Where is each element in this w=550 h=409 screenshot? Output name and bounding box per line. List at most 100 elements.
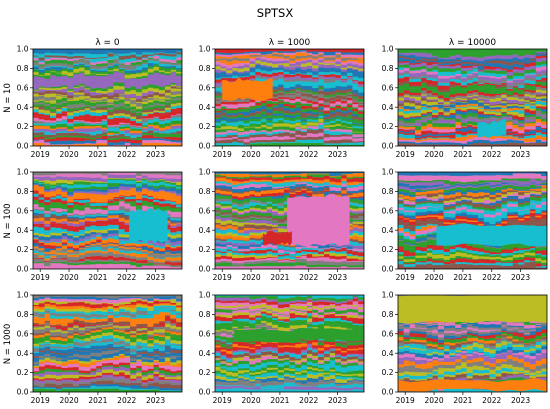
dominant-asset-area xyxy=(477,119,507,139)
x-tick-label: 2021 xyxy=(453,273,472,282)
dominant-asset-area xyxy=(398,377,547,392)
axes-frame xyxy=(214,294,365,393)
x-tick-label: 2020 xyxy=(425,396,444,405)
x-tick-label: 2020 xyxy=(60,273,79,282)
y-tick-label: 0.6 xyxy=(199,329,211,338)
axes-frame xyxy=(397,171,548,270)
x-tick-label: 2020 xyxy=(242,396,261,405)
y-tick-label: 1.0 xyxy=(199,168,211,177)
x-tick-label: 2023 xyxy=(328,273,347,282)
y-tick-label: 0.8 xyxy=(382,187,394,196)
y-tick-label: 0.2 xyxy=(199,368,211,377)
x-tick-label: 2020 xyxy=(242,150,261,159)
x-tick-label: 2022 xyxy=(299,396,318,405)
x-tick-label: 2022 xyxy=(117,150,136,159)
x-tick-label: 2023 xyxy=(146,150,165,159)
asset-band xyxy=(398,49,547,53)
y-tick-label: 0.4 xyxy=(382,103,394,112)
x-tick-label: 2022 xyxy=(117,273,136,282)
axes-frame xyxy=(397,294,548,393)
x-tick-label: 2021 xyxy=(270,150,289,159)
x-tick-label: 2023 xyxy=(511,273,530,282)
row-label-2: N = 100 xyxy=(3,203,13,238)
stacked-areas xyxy=(398,172,547,269)
panel-2-2: 0.0 0.2 0.4 0.6 0.8 1.0 2019 2020 2021 2022 2023 xyxy=(199,168,365,282)
column-title-3: λ = 10000 xyxy=(449,38,496,48)
panel-3-3: 0.0 0.2 0.4 0.6 0.8 1.0 2019 2020 2021 2022 2023 xyxy=(382,291,548,405)
stacked-areas xyxy=(398,295,547,392)
stacked-areas xyxy=(215,172,364,269)
x-tick-label: 2022 xyxy=(299,273,318,282)
y-tick-label: 0.2 xyxy=(382,122,394,131)
y-tick-label: 0.8 xyxy=(199,310,211,319)
y-tick-label: 1.0 xyxy=(199,291,211,300)
stacked-areas xyxy=(398,49,547,146)
axes-frame xyxy=(32,48,183,147)
y-tick-label: 0.0 xyxy=(199,265,211,274)
x-tick-label: 2023 xyxy=(146,273,165,282)
axes-frame xyxy=(397,48,548,147)
x-tick-label: 2020 xyxy=(60,150,79,159)
x-tick-label: 2019 xyxy=(213,150,232,159)
y-tick-label: 0.6 xyxy=(17,83,29,92)
x-tick-label: 2019 xyxy=(396,273,415,282)
x-tick-label: 2021 xyxy=(88,150,107,159)
dominant-asset-area xyxy=(398,295,547,324)
panel-1-3: 0.0 0.2 0.4 0.6 0.8 1.0 2019 2020 2021 2022 2023 xyxy=(382,45,548,159)
dominant-asset-area xyxy=(234,327,364,343)
dominant-asset-area xyxy=(222,77,273,102)
x-tick-label: 2021 xyxy=(88,396,107,405)
x-tick-label: 2021 xyxy=(453,150,472,159)
y-tick-label: 0.6 xyxy=(17,329,29,338)
y-tick-label: 0.2 xyxy=(17,245,29,254)
panel-1-2: 0.0 0.2 0.4 0.6 0.8 1.0 2019 2020 2021 2022 2023 xyxy=(199,45,365,159)
x-tick-label: 2019 xyxy=(213,273,232,282)
y-tick-label: 0.0 xyxy=(17,388,29,397)
y-tick-label: 0.4 xyxy=(17,349,29,358)
y-tick-label: 0.4 xyxy=(17,226,29,235)
x-tick-label: 2019 xyxy=(31,396,50,405)
x-tick-label: 2023 xyxy=(146,396,165,405)
y-tick-label: 0.4 xyxy=(199,103,211,112)
y-tick-label: 0.8 xyxy=(199,64,211,73)
y-tick-label: 0.0 xyxy=(17,265,29,274)
x-tick-label: 2019 xyxy=(213,396,232,405)
y-tick-label: 0.8 xyxy=(17,64,29,73)
x-tick-label: 2020 xyxy=(425,273,444,282)
y-tick-label: 0.4 xyxy=(382,226,394,235)
y-tick-label: 0.0 xyxy=(382,388,394,397)
asset-band xyxy=(33,172,182,176)
stacked-areas xyxy=(215,295,364,392)
y-tick-label: 0.2 xyxy=(199,245,211,254)
x-tick-label: 2022 xyxy=(482,273,501,282)
y-tick-label: 0.8 xyxy=(382,64,394,73)
y-tick-label: 0.6 xyxy=(17,206,29,215)
row-label-1: N = 10 xyxy=(3,83,13,113)
axes-frame xyxy=(32,294,183,393)
y-tick-label: 0.0 xyxy=(199,142,211,151)
axes-frame xyxy=(214,171,365,270)
x-tick-label: 2019 xyxy=(31,273,50,282)
panel-2-1: 0.0 0.2 0.4 0.6 0.8 1.0 2019 2020 2021 2022 2023 xyxy=(17,168,183,282)
y-tick-label: 0.0 xyxy=(199,388,211,397)
y-tick-label: 0.8 xyxy=(382,310,394,319)
y-tick-label: 1.0 xyxy=(382,291,394,300)
y-tick-label: 0.0 xyxy=(382,142,394,151)
y-tick-label: 0.6 xyxy=(199,83,211,92)
y-tick-label: 0.0 xyxy=(17,142,29,151)
panel-2-3: 0.0 0.2 0.4 0.6 0.8 1.0 2019 2020 2021 2022 2023 xyxy=(382,168,548,282)
x-tick-label: 2021 xyxy=(88,273,107,282)
y-tick-label: 0.4 xyxy=(199,226,211,235)
y-tick-label: 0.2 xyxy=(382,245,394,254)
dominant-asset-area xyxy=(129,208,168,244)
y-tick-label: 1.0 xyxy=(199,45,211,54)
x-tick-label: 2019 xyxy=(396,150,415,159)
figure-title: SPTSX xyxy=(257,6,294,20)
y-tick-label: 0.0 xyxy=(382,265,394,274)
x-tick-label: 2019 xyxy=(396,396,415,405)
y-tick-label: 0.4 xyxy=(199,349,211,358)
y-tick-label: 0.8 xyxy=(17,310,29,319)
y-tick-label: 0.8 xyxy=(17,187,29,196)
y-tick-label: 0.6 xyxy=(382,206,394,215)
asset-band xyxy=(398,172,547,177)
